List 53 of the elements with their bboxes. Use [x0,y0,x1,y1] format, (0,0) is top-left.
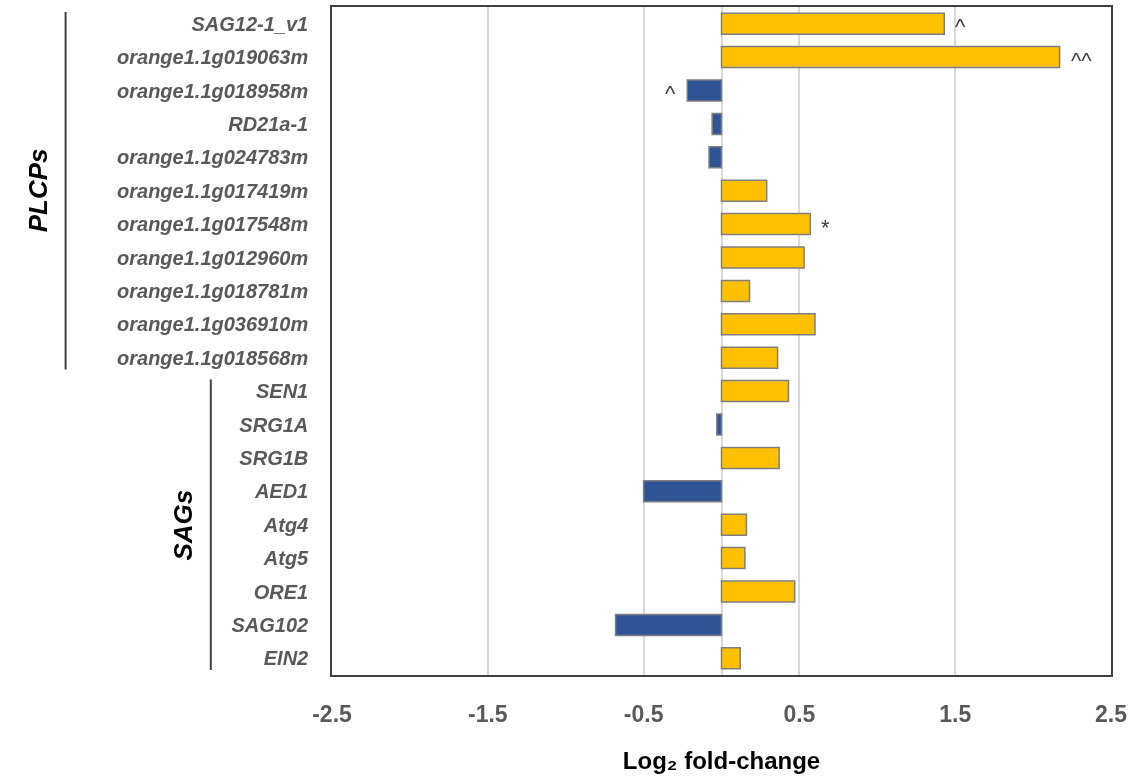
text: PLCPs [22,148,53,233]
bar [716,413,723,436]
x-tick-label: -0.5 [623,701,664,728]
x-tick-label: 1.5 [939,701,972,728]
x-tick-label: -2.5 [312,701,353,728]
x-tick-label: 2.5 [1095,701,1128,728]
bar [720,546,746,570]
y-tick-label: SRG1A [239,413,309,436]
y-tick-label: orange1.1g019063m [117,46,309,69]
bar [720,446,780,470]
y-tick-label: orange1.1g036910m [117,313,309,336]
bar [720,45,1061,69]
bar [720,279,751,303]
x-tick-label: -1.5 [467,701,508,728]
y-tick-label: SAG12-1_v1 [191,12,309,35]
y-tick-label: orange1.1g024783m [117,146,309,169]
bar [720,346,779,369]
text: SAGs [168,489,199,561]
y-tick-label: EIN2 [263,647,309,670]
y-tick-label: ORE1 [253,580,309,603]
bar [720,580,796,603]
y-tick-label: orange1.1g017548m [117,213,309,236]
y-tick-label: Atg5 [262,547,310,570]
y-tick-label: orange1.1g017419m [117,179,309,202]
y-tick-label: orange1.1g018568m [117,346,309,369]
annotation: ^ [665,81,676,106]
bar [642,480,723,503]
bar [614,613,723,637]
bar [720,647,741,670]
y-tick-label: Atg4 [262,513,309,536]
bar [720,246,805,269]
bar [720,313,816,336]
annotation: ^ [955,14,966,39]
annotation: ^^ [1071,48,1093,73]
y-tick-label: SEN1 [256,380,309,403]
bar [711,112,723,136]
bar [720,179,768,202]
y-tick-label: SAG102 [231,613,309,636]
y-tick-label: orange1.1g012960m [117,246,309,269]
bar [720,513,748,536]
bar [686,79,723,102]
y-tick-label: orange1.1g018781m [117,279,309,302]
annotation: * [821,215,830,240]
y-tick-label: RD21a-1 [228,112,309,135]
bar [708,146,723,169]
x-axis-title: Log₂ fold-change [622,747,821,775]
bar [720,12,946,35]
x-tick-label: 0.5 [783,701,816,728]
y-tick-label: AED1 [253,480,309,503]
bar [720,379,790,403]
y-tick-label: SRG1B [239,446,309,469]
y-tick-label: orange1.1g018958m [117,79,309,102]
bar [720,212,812,236]
